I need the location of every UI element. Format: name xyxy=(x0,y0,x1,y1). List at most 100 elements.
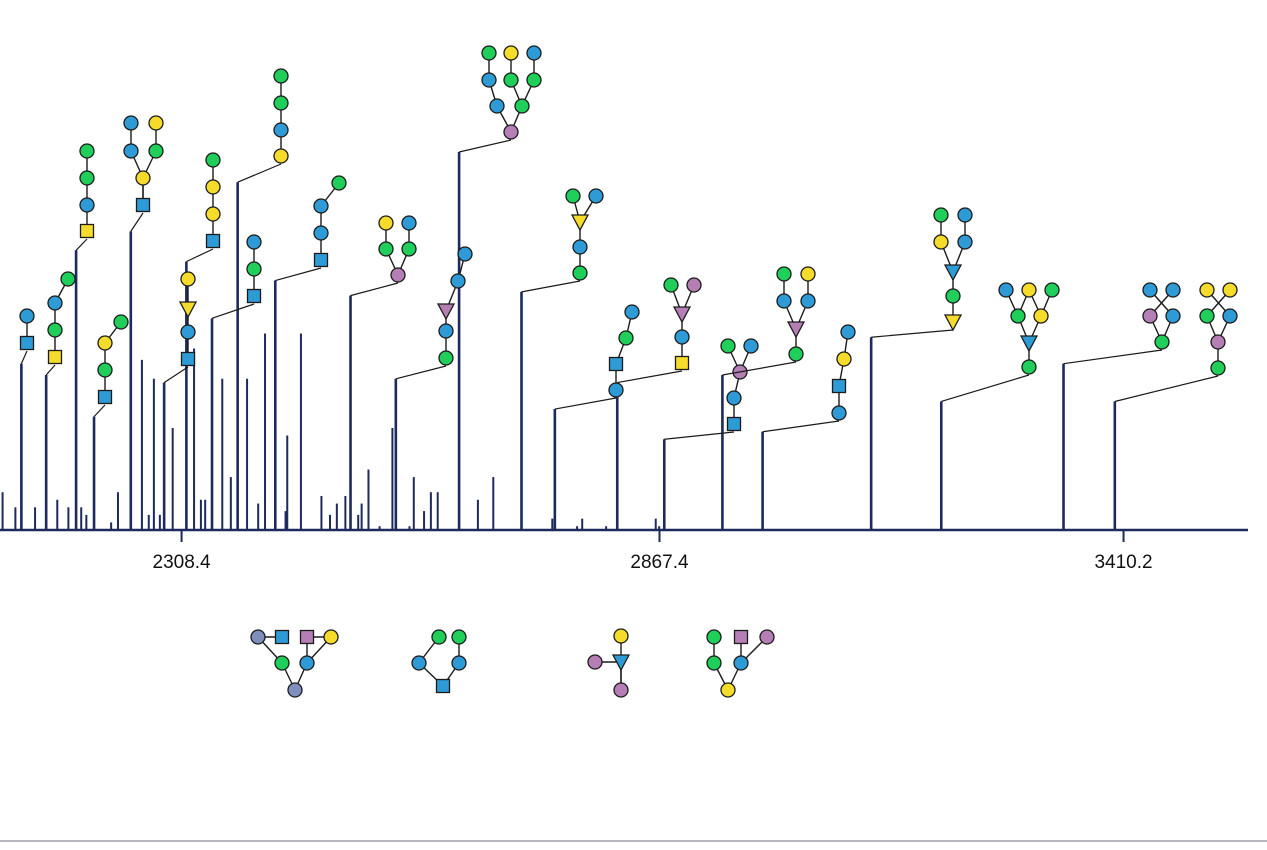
blue-square-symbol xyxy=(274,629,290,645)
glycan-connector xyxy=(458,139,512,153)
blue-circle-symbol xyxy=(401,215,417,231)
glycan-structure xyxy=(250,629,339,698)
green-circle-symbol xyxy=(945,288,961,304)
blue-circle-symbol xyxy=(743,338,759,354)
blue-circle-symbol xyxy=(273,122,289,138)
blue-circle-symbol xyxy=(1165,308,1181,324)
yellow-triangle-symbol xyxy=(570,214,590,232)
glycan-structure xyxy=(998,282,1060,375)
green-circle-symbol xyxy=(1044,282,1060,298)
yellow-circle-symbol xyxy=(323,629,339,645)
green-circle-symbol xyxy=(1210,360,1226,376)
yellow-triangle-symbol xyxy=(178,301,198,319)
blue-circle-symbol xyxy=(47,295,63,311)
blue-circle-symbol xyxy=(800,293,816,309)
green-circle-symbol xyxy=(438,350,454,366)
blue-circle-symbol xyxy=(123,115,139,131)
blue-circle-symbol xyxy=(489,98,505,114)
glycan-structure xyxy=(831,324,856,421)
glycan-structure xyxy=(933,207,973,332)
glycan-structure xyxy=(663,277,702,371)
x-tick-label: 3410.2 xyxy=(1094,552,1152,573)
purple-circle-symbol xyxy=(613,682,629,698)
green-circle-symbol xyxy=(79,143,95,159)
yellow-circle-symbol xyxy=(613,628,629,644)
green-circle-symbol xyxy=(1010,308,1026,324)
glycan-connector xyxy=(395,365,447,380)
green-circle-symbol xyxy=(720,338,736,354)
blue-square-symbol xyxy=(205,233,221,249)
glycan-connector xyxy=(93,404,106,418)
glycan-structure xyxy=(1199,282,1238,376)
bottom-rule xyxy=(0,840,1267,842)
glycan-structure xyxy=(178,271,198,367)
blue-circle-symbol xyxy=(608,382,624,398)
purple-circle-symbol xyxy=(759,629,775,645)
green-circle-symbol xyxy=(663,277,679,293)
green-circle-symbol xyxy=(451,629,467,645)
yellow-circle-symbol xyxy=(1199,282,1215,298)
green-circle-symbol xyxy=(274,655,290,671)
glycan-connector xyxy=(521,280,581,293)
green-circle-symbol xyxy=(526,72,542,88)
yellow-circle-symbol xyxy=(205,179,221,195)
green-circle-symbol xyxy=(618,330,634,346)
blue-circle-symbol xyxy=(313,198,329,214)
blue-triangle-symbol xyxy=(1019,335,1039,353)
glycan-connector xyxy=(722,361,797,376)
yellow-circle-symbol xyxy=(1222,282,1238,298)
glycan-connector xyxy=(871,329,954,338)
blue-circle-symbol xyxy=(79,197,95,213)
glycan-structure xyxy=(313,175,347,268)
glycan-structure xyxy=(246,234,262,304)
glycan-connector xyxy=(163,366,189,384)
glycan-connector xyxy=(75,238,88,251)
green-circle-symbol xyxy=(97,362,113,378)
blue-square-symbol xyxy=(246,288,262,304)
green-circle-symbol xyxy=(148,143,164,159)
green-circle-symbol xyxy=(572,265,588,281)
glycan-structure xyxy=(273,68,289,164)
glycan-structure xyxy=(47,271,76,365)
blue-circle-symbol xyxy=(998,282,1014,298)
purple-circle-symbol xyxy=(686,277,702,293)
blue-circle-symbol xyxy=(19,308,35,324)
green-circle-symbol xyxy=(514,98,530,114)
blue-circle-symbol xyxy=(123,143,139,159)
purple-circle-symbol xyxy=(1142,308,1158,324)
yellow-circle-symbol xyxy=(180,271,196,287)
blue-circle-symbol xyxy=(313,225,329,241)
blue-circle-symbol xyxy=(624,304,640,320)
blue-circle-symbol xyxy=(588,188,604,204)
yellow-circle-symbol xyxy=(836,351,852,367)
yellow-circle-symbol xyxy=(97,335,113,351)
purple-triangle-symbol xyxy=(672,306,692,324)
blue-square-symbol xyxy=(180,351,196,367)
x-tick-label: 2308.4 xyxy=(153,552,212,573)
yellow-circle-symbol xyxy=(503,45,519,61)
green-circle-symbol xyxy=(378,241,394,257)
blue-circle-symbol xyxy=(451,655,467,671)
blue-circle-symbol xyxy=(526,45,542,61)
bottom-glycan-structures xyxy=(250,628,775,698)
yellow-circle-symbol xyxy=(1021,282,1037,298)
green-circle-symbol xyxy=(565,188,581,204)
green-circle-symbol xyxy=(79,170,95,186)
glycan-connector xyxy=(1114,375,1219,403)
blue-circle-symbol xyxy=(180,324,196,340)
blue-circle-symbol xyxy=(481,72,497,88)
purple-circle-symbol xyxy=(1210,334,1226,350)
purple-square-symbol xyxy=(299,629,315,645)
glycan-structure xyxy=(720,338,759,432)
glycan-structure xyxy=(776,266,816,362)
blue-circle-symbol xyxy=(776,293,792,309)
blue-circle-symbol xyxy=(1165,282,1181,298)
green-circle-symbol xyxy=(1199,308,1215,324)
purple-triangle-symbol xyxy=(436,303,456,321)
blue-circle-symbol xyxy=(957,234,973,250)
green-circle-symbol xyxy=(331,175,347,191)
glycan-structure xyxy=(123,115,164,213)
glycan-structure xyxy=(706,629,775,698)
